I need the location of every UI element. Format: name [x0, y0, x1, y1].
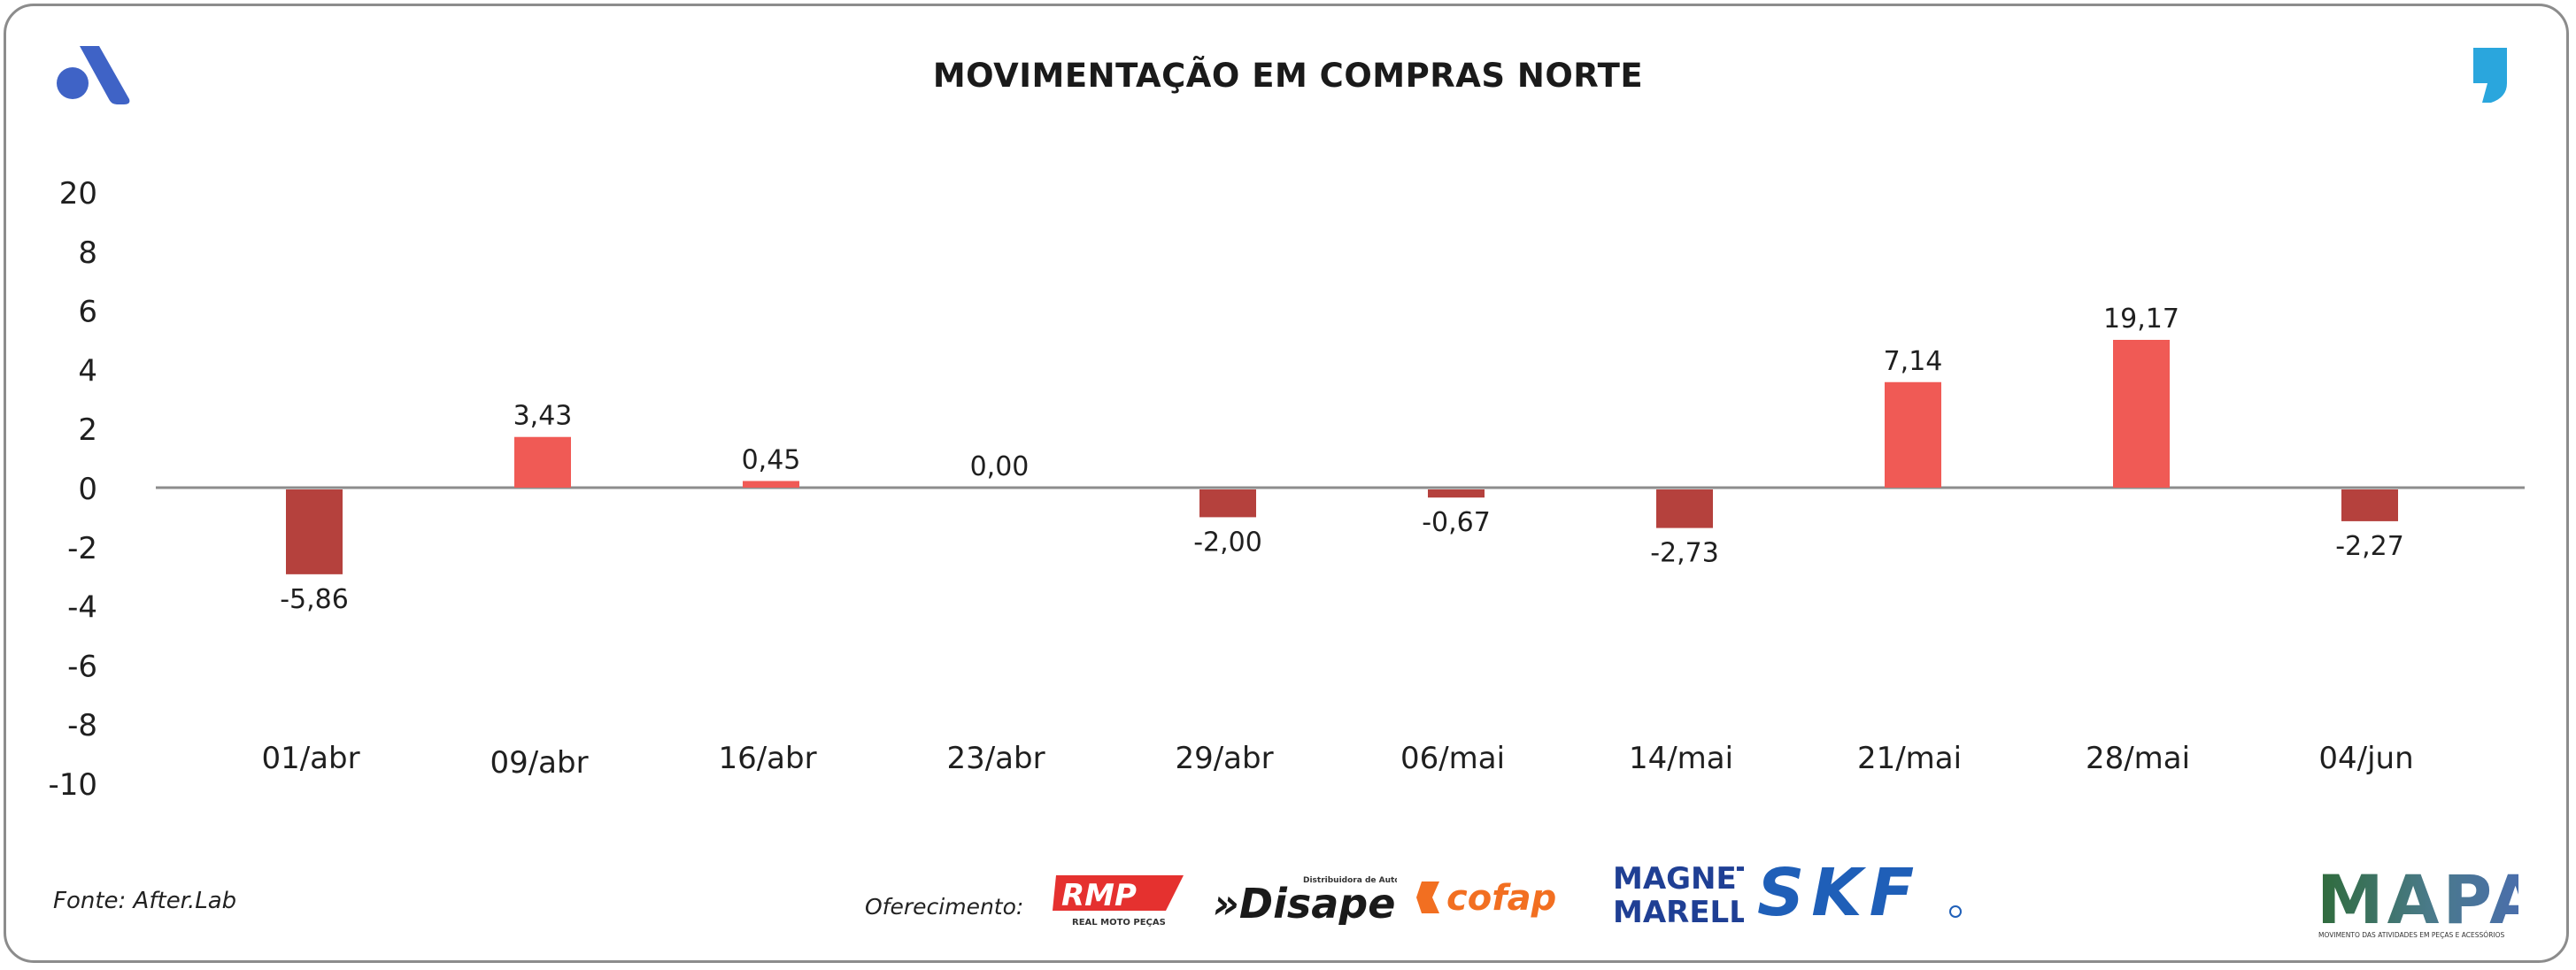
x-category-label: 21/mai — [1857, 741, 1962, 776]
x-category-label: 28/mai — [2086, 741, 2190, 776]
y-tick-label: -6 — [67, 649, 97, 684]
data-label: -2,27 — [2335, 531, 2404, 562]
data-label: -0,67 — [1422, 507, 1491, 538]
data-label: -5,86 — [280, 584, 349, 615]
x-category-label: 04/jun — [2318, 741, 2413, 776]
x-category-label: 29/abr — [1175, 741, 1273, 776]
skf-logo: SKF — [1757, 860, 1970, 922]
source-note: Fonte: After.Lab — [53, 888, 237, 914]
x-category-label: 01/abr — [261, 741, 359, 776]
after-logo-icon — [55, 37, 135, 108]
disape-logo-subtext: Distribuidora de Autopeças — [1303, 876, 1397, 885]
data-label: 3,43 — [513, 401, 573, 432]
bar — [1885, 381, 1941, 488]
data-label: 0,00 — [970, 451, 1030, 482]
rmp-logo: RMP REAL MOTO PEÇAS — [1049, 872, 1191, 929]
magneti-marelli-logo: MAGNETI MARELLI — [1611, 857, 1744, 928]
y-tick-label: 2 — [78, 412, 97, 448]
x-category-label: 06/mai — [1400, 741, 1505, 776]
bar — [2341, 489, 2398, 521]
sponsor-label: Oferecimento: — [865, 894, 1024, 920]
y-tick-label: -10 — [48, 767, 97, 803]
bar — [1428, 489, 1485, 498]
chart-title: MOVIMENTAÇÃO EM COMPRAS NORTE — [932, 57, 1644, 95]
data-label: 19,17 — [2103, 304, 2179, 335]
mapa-logo: MAPA MOVIMENTO DAS ATIVIDADES EM PEÇAS E… — [2315, 863, 2518, 943]
data-label: 7,14 — [1884, 346, 1943, 377]
y-tick-label: 20 — [59, 176, 97, 212]
data-label: -2,00 — [1193, 527, 1262, 558]
bar — [1199, 489, 1256, 518]
bar — [1656, 489, 1713, 528]
disape-logo: Distribuidora de Autopeças »Disape — [1211, 872, 1397, 925]
data-label: 0,45 — [742, 444, 801, 475]
y-tick-label: -8 — [67, 708, 97, 743]
x-category-label: 14/mai — [1629, 741, 1733, 776]
rmp-logo-text: RMP — [1061, 878, 1137, 913]
disape-logo-text: »Disape — [1213, 880, 1395, 925]
bar — [2113, 340, 2170, 488]
skf-logo-text: SKF — [1757, 860, 1921, 922]
bar — [743, 481, 799, 488]
y-tick-label: 8 — [78, 235, 97, 271]
mapa-logo-text: MAPA — [2317, 863, 2518, 939]
quote-mark-icon — [2470, 44, 2512, 106]
y-tick-label: 4 — [78, 353, 97, 389]
y-tick-label: 6 — [78, 295, 97, 330]
cofap-logo-text: cofap — [1446, 878, 1556, 919]
x-category-label: 16/abr — [718, 741, 816, 776]
magneti-logo-text: MAGNETI — [1613, 861, 1744, 897]
y-tick-label: 0 — [78, 472, 97, 507]
y-tick-label: -2 — [67, 531, 97, 566]
cofap-logo: cofap — [1416, 876, 1593, 920]
bar — [286, 489, 343, 574]
bar — [514, 436, 571, 488]
x-category-label: 09/abr — [490, 745, 588, 781]
mapa-logo-subtext: MOVIMENTO DAS ATIVIDADES EM PEÇAS E ACES… — [2318, 931, 2505, 939]
marelli-logo-text: MARELLI — [1613, 895, 1744, 928]
rmp-logo-subtext: REAL MOTO PEÇAS — [1072, 918, 1166, 928]
x-category-label: 23/abr — [946, 741, 1045, 776]
y-tick-label: -4 — [67, 590, 97, 626]
data-label: -2,73 — [1650, 538, 1719, 569]
